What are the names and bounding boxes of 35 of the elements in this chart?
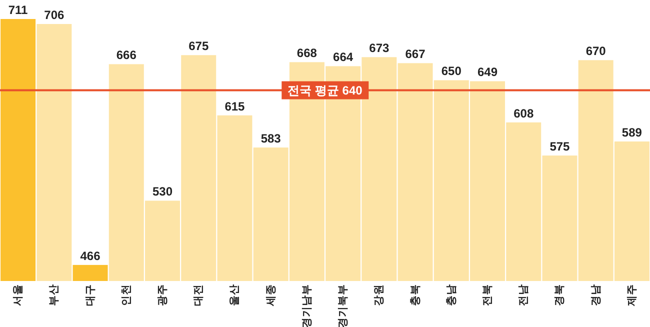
data-label: 666 xyxy=(116,48,137,62)
x-tick-label: 제주 xyxy=(626,284,638,307)
x-tick-label: 인천 xyxy=(120,284,132,306)
x-tick-label: 서울 xyxy=(12,284,24,306)
data-label: 667 xyxy=(405,47,426,62)
x-tick-label: 대구 xyxy=(84,284,96,306)
x-tick-label: 경북 xyxy=(554,284,566,306)
ref-line-label: 전국 평균 640 xyxy=(288,83,363,98)
x-tick-label: 대전 xyxy=(192,284,205,306)
data-label: 583 xyxy=(260,131,282,146)
data-label: 711 xyxy=(8,3,28,17)
data-label: 675 xyxy=(188,39,209,54)
x-tick-label: 경남 xyxy=(590,284,602,306)
data-label: 649 xyxy=(477,65,498,80)
data-label: 530 xyxy=(152,184,173,199)
data-label: 668 xyxy=(296,46,318,60)
x-tick-label: 세종 xyxy=(264,284,277,307)
x-tick-label: 충남 xyxy=(445,284,458,306)
x-tick-label: 강원 xyxy=(373,284,386,306)
data-label: 664 xyxy=(333,50,354,64)
x-tick-label: 부산 xyxy=(48,284,60,306)
data-label: 650 xyxy=(441,64,462,78)
data-label: 670 xyxy=(586,44,606,58)
x-tick-label: 울산 xyxy=(228,284,241,306)
x-tick-label: 광주 xyxy=(156,284,168,306)
data-label: 608 xyxy=(514,106,534,120)
data-label: 673 xyxy=(369,41,390,56)
data-label: 589 xyxy=(622,125,642,140)
data-label: 706 xyxy=(44,8,64,22)
data-label: 615 xyxy=(224,99,246,114)
x-tick-label: 충북 xyxy=(409,284,422,306)
data-label: 575 xyxy=(550,140,570,154)
data-label: 466 xyxy=(80,248,101,263)
x-tick-label: 전남 xyxy=(518,284,530,306)
x-tick-label: 전북 xyxy=(482,284,494,306)
